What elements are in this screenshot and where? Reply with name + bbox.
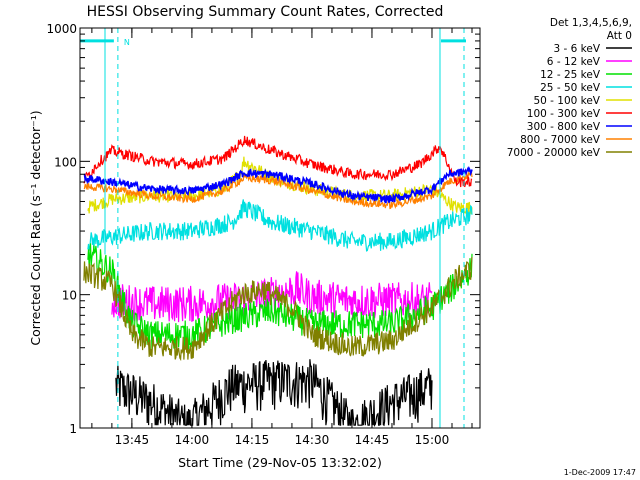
legend-label: 50 - 100 keV bbox=[533, 95, 600, 107]
x-tick-label: 14:45 bbox=[355, 433, 390, 447]
timestamp: 1-Dec-2009 17:47 bbox=[564, 468, 636, 477]
x-tick-label: 13:45 bbox=[115, 433, 150, 447]
series-line-7 bbox=[83, 170, 473, 210]
series-line-0 bbox=[115, 359, 433, 428]
series-line-6 bbox=[83, 166, 473, 204]
legend-header-line-2: Att 0 bbox=[607, 30, 632, 42]
legend-label: 100 - 300 keV bbox=[527, 108, 601, 120]
x-tick-label: 15:00 bbox=[415, 433, 450, 447]
series-line-8 bbox=[83, 257, 473, 362]
series-line-5 bbox=[83, 135, 473, 188]
y-tick-label: 10 bbox=[62, 289, 77, 303]
legend-label: 7000 - 20000 keV bbox=[507, 147, 601, 159]
series-line-1 bbox=[111, 271, 433, 323]
legend-header-line-1: Det 1,3,4,5,6,9, bbox=[550, 17, 632, 29]
y-tick-label: 1 bbox=[69, 422, 77, 436]
plot-area: N 13:45 14:00 14:15 14:30 14:45 15:00 1 10 100 10… bbox=[46, 22, 481, 447]
x-tick-label: 14:30 bbox=[295, 433, 330, 447]
legend-label: 800 - 7000 keV bbox=[520, 134, 601, 146]
x-axis-label: Start Time (29-Nov-05 13:32:02) bbox=[178, 455, 382, 470]
legend-label: 25 - 50 keV bbox=[540, 82, 601, 94]
series-line-3 bbox=[87, 199, 473, 252]
y-axis-label: Corrected Count Rate (s⁻¹ detector⁻¹) bbox=[28, 110, 43, 345]
legend-label: 300 - 800 keV bbox=[527, 121, 601, 133]
y-tick-label: 1000 bbox=[46, 22, 77, 36]
legend-label: 12 - 25 keV bbox=[540, 69, 601, 81]
y-tick-label: 100 bbox=[54, 155, 77, 169]
legend-label: 3 - 6 keV bbox=[553, 43, 600, 55]
plot-frame bbox=[79, 27, 481, 429]
legend-label: 6 - 12 keV bbox=[547, 56, 601, 68]
annotation-label: N bbox=[124, 38, 130, 47]
chart-title: HESSI Observing Summary Count Rates, Cor… bbox=[87, 4, 444, 20]
x-tick-label: 14:00 bbox=[175, 433, 210, 447]
x-tick-label: 14:15 bbox=[235, 433, 270, 447]
